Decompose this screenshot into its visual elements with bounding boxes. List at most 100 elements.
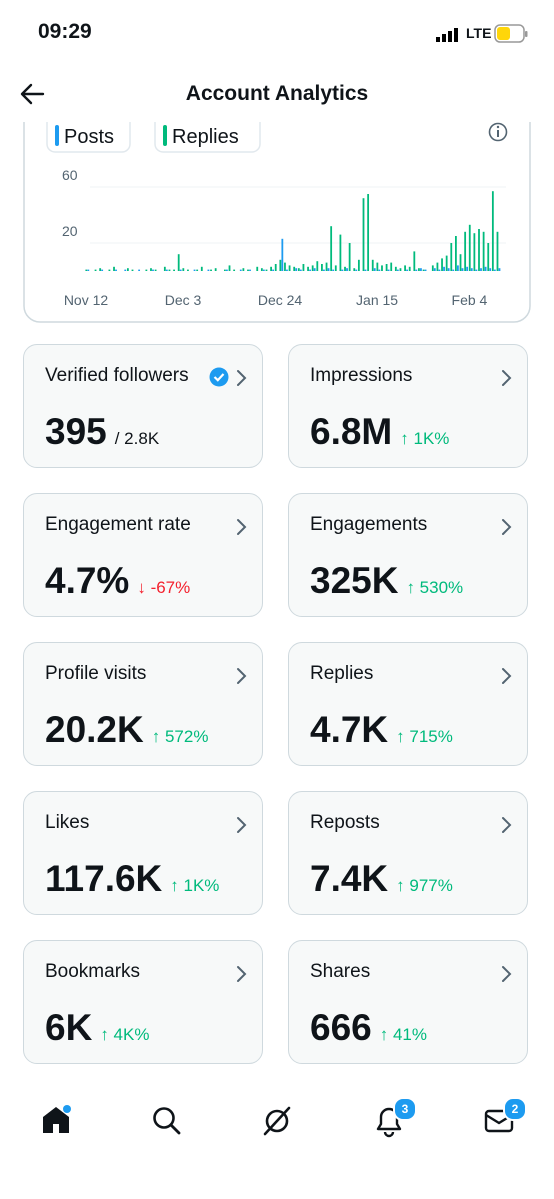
metric-value: 20.2K ↑ 572% <box>45 709 208 751</box>
metric-label: Bookmarks <box>45 961 141 982</box>
metric-number: 117.6K <box>45 858 163 899</box>
chevron-path <box>502 668 512 684</box>
bar <box>445 255 448 271</box>
bar <box>404 265 406 271</box>
metric-total: / 2.8K <box>114 429 160 448</box>
metric-card[interactable]: Verified followers 395 / 2.8K <box>23 344 263 468</box>
metric-label: Engagements <box>310 514 428 535</box>
bar <box>482 231 485 271</box>
back-button[interactable] <box>20 82 46 106</box>
metric-number: 7.4K <box>310 858 389 899</box>
bar <box>85 269 88 271</box>
chevron-path <box>502 519 512 535</box>
bar <box>214 268 217 271</box>
metric-card[interactable]: Replies 4.7K ↑ 715% <box>288 642 528 766</box>
nav-search[interactable] <box>151 1105 183 1137</box>
bar <box>325 262 328 271</box>
signal-icon <box>436 28 458 42</box>
chevron <box>502 817 512 833</box>
metric-change: ↑ 530% <box>406 578 464 597</box>
bar <box>408 266 411 271</box>
chevron <box>502 370 512 386</box>
chevron-path <box>502 370 512 386</box>
bar <box>224 269 226 271</box>
badge-check <box>213 373 225 382</box>
metric-card[interactable]: Engagement rate 4.7% ↓ -67% <box>23 493 263 617</box>
messages-badge: 2 <box>503 1097 527 1121</box>
bar <box>422 269 425 271</box>
chevron-path <box>502 966 512 982</box>
metric-card[interactable]: Likes 117.6K ↑ 1K% <box>23 791 263 915</box>
legend-chip <box>154 122 261 153</box>
nav-grok[interactable] <box>261 1105 293 1137</box>
bar <box>346 268 348 271</box>
bar <box>154 269 157 271</box>
bar <box>288 265 291 271</box>
bar <box>138 269 141 271</box>
metric-card[interactable]: Bookmarks 6K ↑ 4K% <box>23 940 263 1064</box>
bar <box>249 269 251 271</box>
bar <box>274 264 277 271</box>
bar <box>396 269 399 271</box>
chart: 20 60 Nov 12 Dec 3 Dec 24 Jan 15 Feb 4 Posts Rep… <box>23 122 531 323</box>
bar <box>210 269 212 271</box>
bar <box>260 268 263 271</box>
bar <box>491 191 494 271</box>
metric-card[interactable]: Impressions 6.8M ↑ 1K% <box>288 344 528 468</box>
info-icon[interactable] <box>488 122 508 142</box>
chevron <box>502 966 512 982</box>
metric-card[interactable]: Engagements 325K ↑ 530% <box>288 493 528 617</box>
metric-card[interactable]: Profile visits 20.2K ↑ 572% <box>23 642 263 766</box>
bar <box>390 262 393 271</box>
bar <box>473 233 476 271</box>
bar <box>131 269 134 271</box>
status-time: 09:29 <box>38 20 92 43</box>
bar <box>461 268 464 271</box>
metric-card[interactable]: Reposts 7.4K ↑ 977% <box>288 791 528 915</box>
bar <box>99 268 102 271</box>
bar <box>385 264 388 271</box>
bar <box>420 268 422 271</box>
bar <box>470 268 473 271</box>
metric-change: ↑ 572% <box>151 727 209 746</box>
bar <box>399 268 402 271</box>
metric-value: 395 / 2.8K <box>45 411 159 453</box>
metric-label: Shares <box>310 961 371 982</box>
bar <box>265 269 268 271</box>
nav-home[interactable] <box>40 1104 72 1136</box>
bar <box>187 269 189 271</box>
bar <box>262 269 265 271</box>
metric-value: 117.6K ↑ 1K% <box>45 858 219 900</box>
bar <box>239 269 242 271</box>
bar <box>101 269 104 271</box>
metric-number: 325K <box>310 560 399 601</box>
bar <box>272 269 274 271</box>
bar <box>293 266 296 271</box>
bar <box>457 265 459 271</box>
metric-label: Replies <box>310 663 374 684</box>
metric-value: 6.8M ↑ 1K% <box>310 411 449 453</box>
chevron-path <box>237 370 247 386</box>
bar <box>226 269 228 271</box>
chevron <box>237 966 247 982</box>
bar <box>487 243 490 271</box>
bar <box>323 269 325 271</box>
bar <box>124 269 127 271</box>
bar <box>200 266 203 271</box>
bar <box>193 269 196 271</box>
metric-card[interactable]: Shares 666 ↑ 41% <box>288 940 528 1064</box>
bar <box>344 266 346 271</box>
metric-change: ↑ 4K% <box>100 1025 150 1044</box>
bar <box>182 268 185 271</box>
bar <box>353 268 356 271</box>
metric-label: Profile visits <box>45 663 147 684</box>
verified-badge <box>209 367 229 387</box>
bar <box>381 265 383 271</box>
status-network: LTE <box>466 25 492 41</box>
bar <box>450 243 453 271</box>
bar <box>177 254 180 271</box>
chevron <box>237 519 247 535</box>
x-tick-label: Dec 24 <box>258 292 303 308</box>
bar <box>418 268 420 271</box>
